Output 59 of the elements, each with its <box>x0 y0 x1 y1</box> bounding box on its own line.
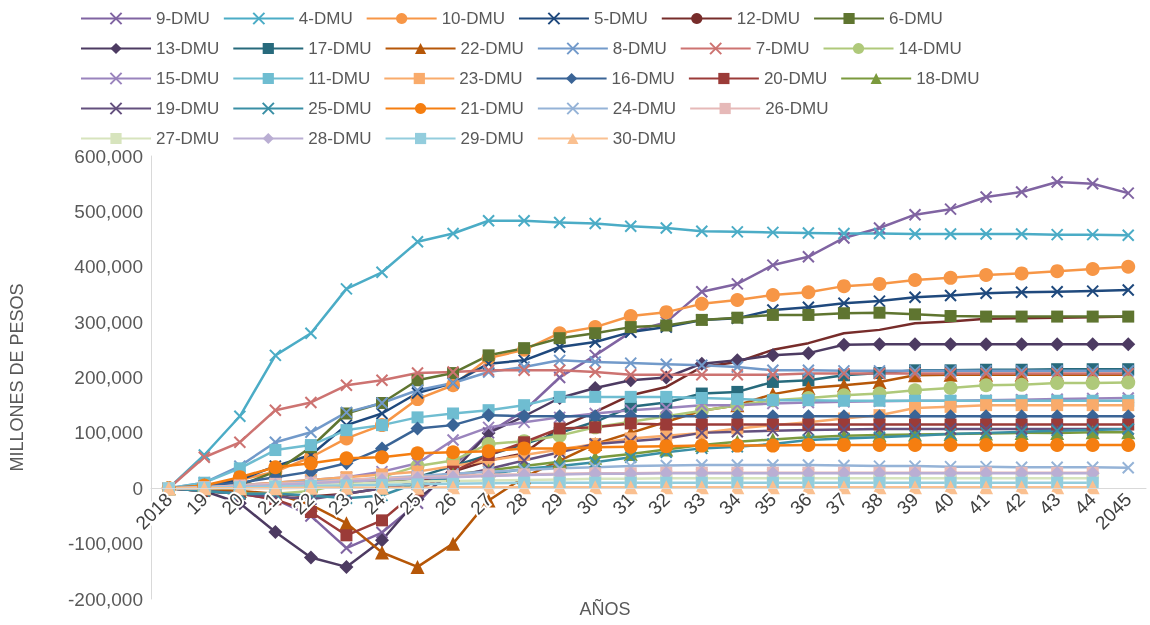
legend-label: 7-DMU <box>755 39 810 58</box>
x-tick-label: 29 <box>537 488 568 519</box>
legend-label: 23-DMU <box>459 69 523 88</box>
legend-label: 8-DMU <box>612 39 667 58</box>
x-tick-label: 38 <box>857 488 887 519</box>
x-tick-label: 24 <box>359 488 390 519</box>
legend-label: 15-DMU <box>156 69 220 88</box>
legend-label: 26-DMU <box>765 99 829 118</box>
y-tick-label: -100,000 <box>67 533 143 555</box>
y-tick-label: 400,000 <box>74 256 143 278</box>
x-tick-label: 28 <box>501 488 532 519</box>
legend-label: 18-DMU <box>916 69 980 88</box>
legend-label: 6-DMU <box>889 9 943 28</box>
legend-label: 17-DMU <box>308 39 372 58</box>
legend-label: 13-DMU <box>156 39 220 58</box>
legend-label: 21-DMU <box>460 99 524 118</box>
y-tick-label: 500,000 <box>74 200 143 222</box>
x-tick-label: 43 <box>1034 488 1065 519</box>
legend-label: 9-DMU <box>156 9 210 28</box>
x-tick-label: 23 <box>324 488 354 519</box>
x-tick-label: 41 <box>963 488 994 519</box>
y-tick-label: 100,000 <box>74 422 143 444</box>
x-tick-label: 26 <box>430 488 461 519</box>
x-tick-label: 42 <box>999 488 1030 519</box>
legend-label: 27-DMU <box>156 129 220 148</box>
legend-label: 4-DMU <box>298 9 353 28</box>
x-tick-label: 31 <box>608 488 639 519</box>
legend-label: 25-DMU <box>308 99 372 118</box>
x-tick-label: 32 <box>643 488 674 519</box>
legend-label: 24-DMU <box>612 99 677 118</box>
y-tick-label: 300,000 <box>74 311 143 333</box>
legend-label: 16-DMU <box>611 69 675 88</box>
x-axis-title: AÑOS <box>579 598 631 619</box>
legend-label: 12-DMU <box>736 9 801 28</box>
legend-label: 22-DMU <box>460 39 524 58</box>
legend-label: 5-DMU <box>593 9 648 28</box>
x-tick-label: 39 <box>892 488 923 519</box>
legend-label: 10-DMU <box>441 9 505 28</box>
x-tick-label: 37 <box>821 488 852 519</box>
legend-label: 19-DMU <box>156 99 220 118</box>
y-tick-label: 0 <box>132 477 143 499</box>
x-tick-label: 40 <box>928 488 958 519</box>
y-tick-label: 200,000 <box>74 367 143 388</box>
legend-label: 28-DMU <box>308 129 372 148</box>
y-tick-label: -200,000 <box>67 588 143 610</box>
legend-label: 30-DMU <box>612 129 677 148</box>
legend-label: 20-DMU <box>763 69 828 88</box>
y-tick-label: 600,000 <box>74 145 143 167</box>
x-tick-label: 35 <box>750 488 781 519</box>
x-tick-label: 30 <box>572 488 603 519</box>
legend-label: 29-DMU <box>460 129 524 148</box>
x-tick-label: 25 <box>395 488 425 519</box>
x-tick-label: 34 <box>714 488 745 519</box>
legend-label: 11-DMU <box>308 69 371 88</box>
legend-label: 14-DMU <box>898 39 962 58</box>
x-tick-label: 27 <box>466 488 497 519</box>
x-tick-label: 36 <box>786 488 816 519</box>
y-axis-title: MILLONES DE PESOS <box>7 283 27 472</box>
x-tick-label: 33 <box>679 488 710 519</box>
